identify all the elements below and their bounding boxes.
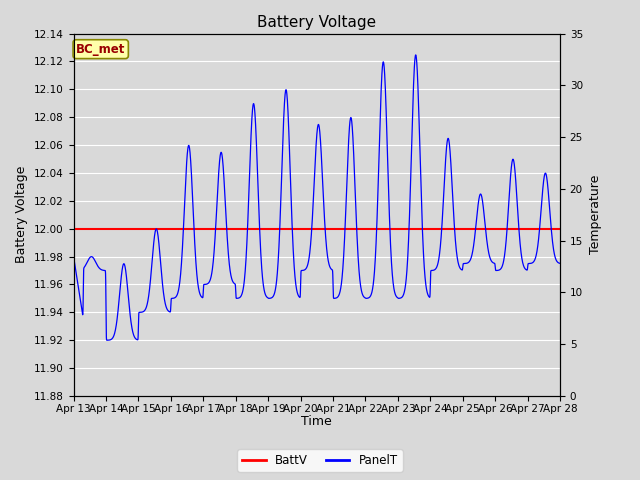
Text: BC_met: BC_met (76, 43, 125, 56)
X-axis label: Time: Time (301, 415, 332, 428)
Y-axis label: Temperature: Temperature (589, 175, 602, 254)
Title: Battery Voltage: Battery Voltage (257, 15, 376, 30)
Y-axis label: Battery Voltage: Battery Voltage (15, 166, 28, 264)
Legend: BattV, PanelT: BattV, PanelT (237, 449, 403, 472)
